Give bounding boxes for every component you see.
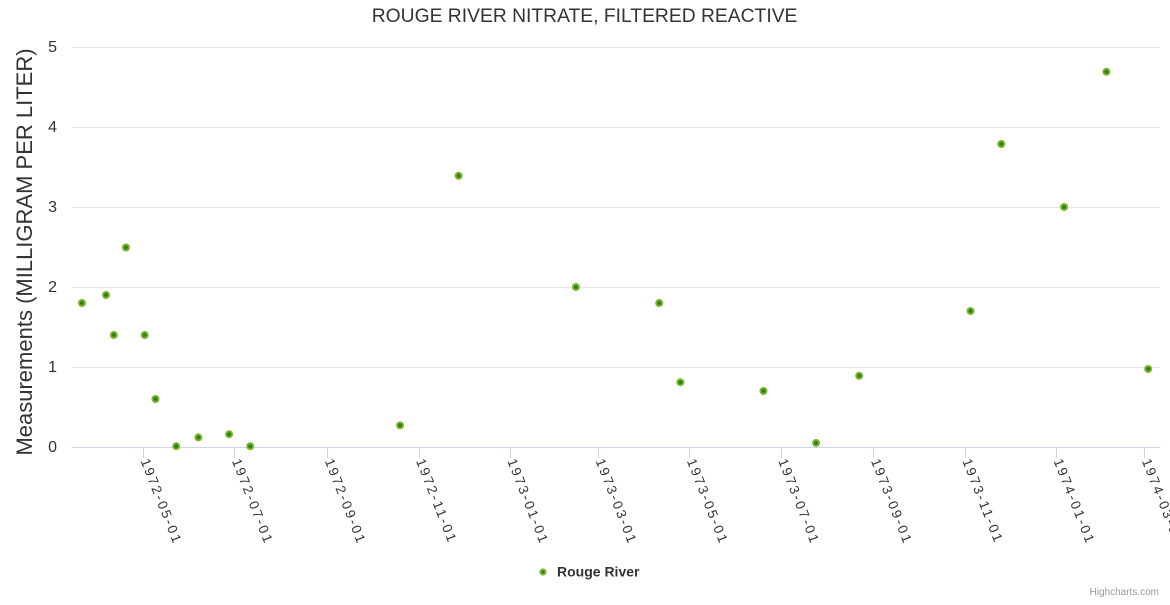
svg-text:2: 2 (48, 279, 57, 296)
svg-text:5: 5 (48, 39, 57, 56)
svg-text:1: 1 (48, 359, 57, 376)
svg-text:Measurements (MILLIGRAM PER LI: Measurements (MILLIGRAM PER LITER) (12, 48, 37, 455)
svg-text:3: 3 (48, 199, 57, 216)
svg-text:4: 4 (48, 119, 57, 136)
svg-text:Rouge River: Rouge River (557, 564, 640, 580)
svg-text:0: 0 (48, 439, 57, 456)
svg-text:ROUGE RIVER NITRATE, FILTERED: ROUGE RIVER NITRATE, FILTERED REACTIVE (372, 6, 798, 27)
svg-text:Highcharts.com: Highcharts.com (1090, 587, 1159, 598)
